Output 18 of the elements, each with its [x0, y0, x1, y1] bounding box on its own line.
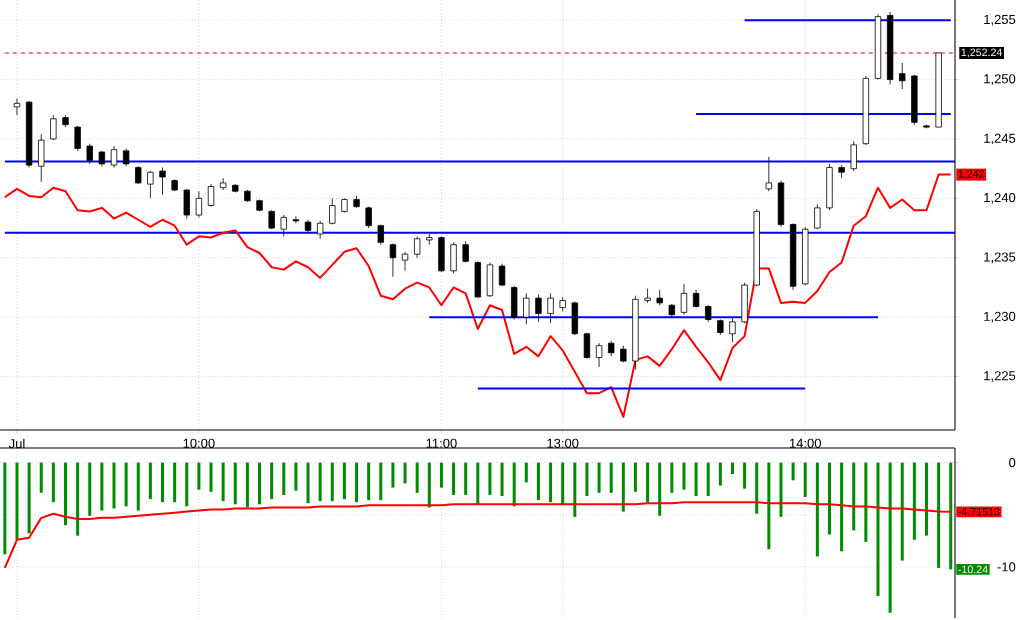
y-tick-label: 1,230: [984, 311, 1016, 323]
data-label: 1,242: [958, 170, 985, 179]
y-tick-label: -10: [997, 562, 1016, 572]
data-label: -10.24: [958, 565, 988, 574]
x-tick-label: 13:00: [547, 438, 579, 448]
x-tick-label: 14:00: [789, 438, 821, 448]
ref-line-label: 1,252.24: [961, 48, 1003, 58]
x-tick-label: 11:00: [426, 438, 457, 448]
x-tick-label: Jul: [8, 438, 25, 449]
y-tick-label: 1,250: [984, 74, 1016, 85]
data-label: -4.71513: [958, 507, 1000, 516]
y-tick-label: 0: [1009, 457, 1016, 468]
x-tick-label: 10:00: [183, 438, 215, 448]
y-tick-label: 1,235: [984, 252, 1016, 264]
y-tick-label: 1,255: [984, 14, 1016, 26]
y-tick-label: 1,225: [984, 371, 1016, 382]
y-tick-label: 1,245: [984, 133, 1016, 145]
y-tick-label: 1,240: [984, 192, 1016, 204]
